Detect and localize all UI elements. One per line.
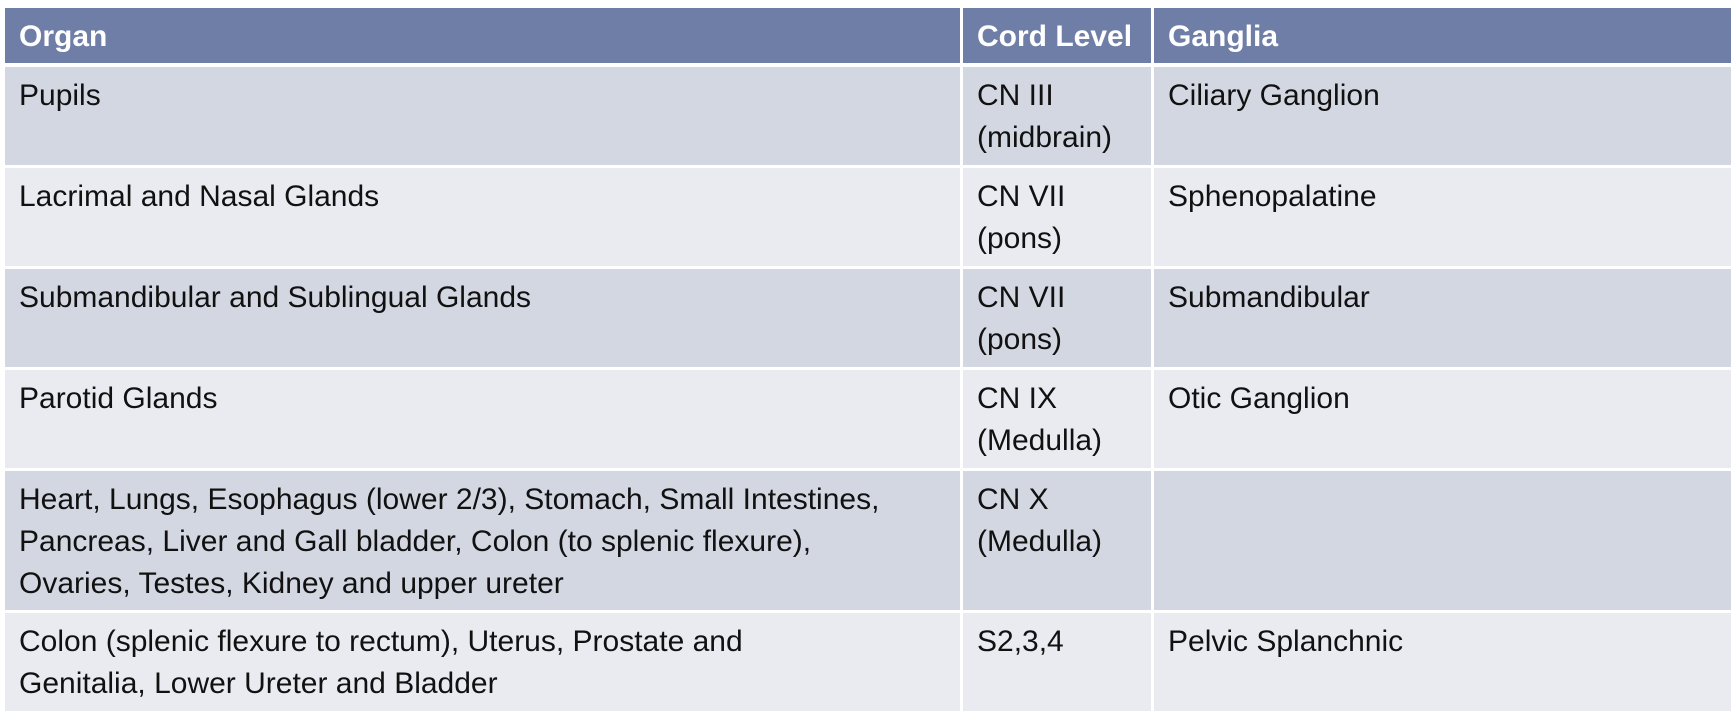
ganglia-cell (1154, 471, 1731, 613)
cord-level-line: CN IX (977, 382, 1058, 415)
organ-line: Ovaries, Testes, Kidney and upper ureter (19, 567, 564, 600)
cord-level-line: CN VII (977, 180, 1066, 213)
organ-line: Genitalia, Lower Ureter and Bladder (19, 667, 498, 700)
organ-ganglia-table: Organ Cord Level Ganglia Pupils CN III (… (5, 8, 1731, 714)
ganglia-cell: Sphenopalatine (1154, 168, 1731, 269)
organ-cell: Parotid Glands (5, 370, 963, 471)
cord-level-cell: CN VII (pons) (963, 168, 1154, 269)
organ-cell: Lacrimal and Nasal Glands (5, 168, 963, 269)
table-row: Parotid Glands CN IX (Medulla) Otic Gang… (5, 370, 1731, 471)
ganglia-cell: Pelvic Splanchnic (1154, 613, 1731, 714)
organ-cell: Colon (splenic flexure to rectum), Uteru… (5, 613, 963, 714)
organ-line: Pancreas, Liver and Gall bladder, Colon … (19, 525, 812, 558)
cord-level-line: (Medulla) (977, 525, 1103, 558)
cord-level-cell: CN X (Medulla) (963, 471, 1154, 613)
ganglia-cell: Ciliary Ganglion (1154, 67, 1731, 168)
organ-line: Heart, Lungs, Esophagus (lower 2/3), Sto… (19, 483, 880, 516)
header-ganglia: Ganglia (1154, 8, 1731, 67)
ganglia-cell: Otic Ganglion (1154, 370, 1731, 471)
cord-level-cell: CN IX (Medulla) (963, 370, 1154, 471)
cord-level-line: (midbrain) (977, 121, 1113, 154)
cord-level-line: (pons) (977, 323, 1063, 356)
table-row: Heart, Lungs, Esophagus (lower 2/3), Sto… (5, 471, 1731, 613)
table-row: Colon (splenic flexure to rectum), Uteru… (5, 613, 1731, 714)
cord-level-line: (pons) (977, 222, 1063, 255)
organ-cell: Submandibular and Sublingual Glands (5, 269, 963, 370)
cord-level-cell: CN VII (pons) (963, 269, 1154, 370)
table-row: Pupils CN III (midbrain) Ciliary Ganglio… (5, 67, 1731, 168)
organ-line: Colon (splenic flexure to rectum), Uteru… (19, 625, 743, 658)
header-row: Organ Cord Level Ganglia (5, 8, 1731, 67)
cord-level-line: CN III (977, 79, 1054, 112)
cord-level-cell: S2,3,4 (963, 613, 1154, 714)
organ-cell: Heart, Lungs, Esophagus (lower 2/3), Sto… (5, 471, 963, 613)
table-row: Lacrimal and Nasal Glands CN VII (pons) … (5, 168, 1731, 269)
organ-cell: Pupils (5, 67, 963, 168)
cord-level-line: CN X (977, 483, 1049, 516)
cord-level-line: CN VII (977, 281, 1066, 314)
ganglia-cell: Submandibular (1154, 269, 1731, 370)
organ-ganglia-table-container: Organ Cord Level Ganglia Pupils CN III (… (5, 8, 1731, 714)
cord-level-cell: CN III (midbrain) (963, 67, 1154, 168)
header-cord-level: Cord Level (963, 8, 1154, 67)
table-row: Submandibular and Sublingual Glands CN V… (5, 269, 1731, 370)
header-organ: Organ (5, 8, 963, 67)
cord-level-line: (Medulla) (977, 424, 1103, 457)
